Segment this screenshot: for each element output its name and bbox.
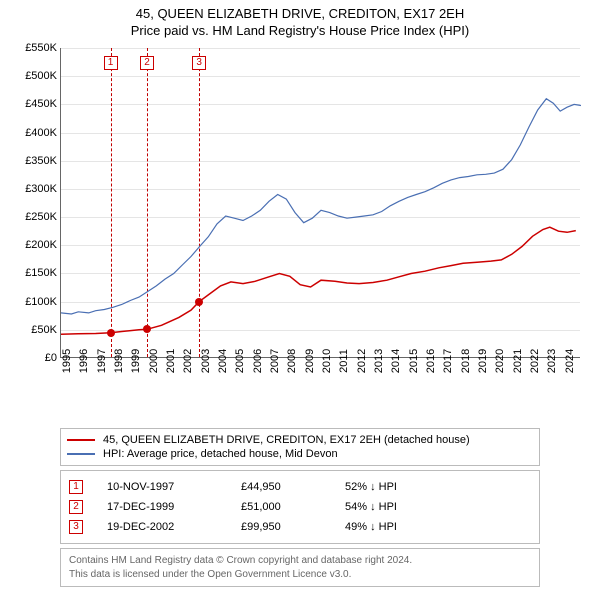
event-row: 3 19-DEC-2002 £99,950 49% ↓ HPI bbox=[69, 517, 531, 537]
legend-label: 45, QUEEN ELIZABETH DRIVE, CREDITON, EX1… bbox=[103, 434, 470, 446]
legend-swatch bbox=[67, 439, 95, 441]
page-subtitle: Price paid vs. HM Land Registry's House … bbox=[0, 23, 600, 38]
event-price: £51,000 bbox=[241, 501, 321, 513]
title-block: 45, QUEEN ELIZABETH DRIVE, CREDITON, EX1… bbox=[0, 0, 600, 40]
y-tick-label: £450K bbox=[25, 98, 57, 110]
event-marker-box: 3 bbox=[69, 520, 83, 534]
event-price: £99,950 bbox=[241, 521, 321, 533]
event-row: 2 17-DEC-1999 £51,000 54% ↓ HPI bbox=[69, 497, 531, 517]
legend-row: 45, QUEEN ELIZABETH DRIVE, CREDITON, EX1… bbox=[67, 433, 533, 447]
y-tick-label: £100K bbox=[25, 296, 57, 308]
series-layer bbox=[61, 48, 581, 358]
attribution: Contains HM Land Registry data © Crown c… bbox=[60, 548, 540, 587]
legend-row: HPI: Average price, detached house, Mid … bbox=[67, 447, 533, 461]
y-tick-label: £50K bbox=[31, 324, 57, 336]
y-tick-label: £150K bbox=[25, 267, 57, 279]
y-tick-label: £350K bbox=[25, 155, 57, 167]
y-tick-label: £500K bbox=[25, 70, 57, 82]
y-tick-label: £250K bbox=[25, 211, 57, 223]
y-tick-label: £200K bbox=[25, 239, 57, 251]
y-tick-label: £400K bbox=[25, 127, 57, 139]
legend-label: HPI: Average price, detached house, Mid … bbox=[103, 448, 338, 460]
legend-swatch bbox=[67, 453, 95, 455]
event-delta: 49% ↓ HPI bbox=[345, 521, 397, 533]
plot-area: £0£50K£100K£150K£200K£250K£300K£350K£400… bbox=[60, 48, 580, 358]
page-title: 45, QUEEN ELIZABETH DRIVE, CREDITON, EX1… bbox=[0, 6, 600, 21]
series-price_paid bbox=[61, 227, 576, 334]
y-tick-label: £0 bbox=[45, 352, 57, 364]
events-table: 1 10-NOV-1997 £44,950 52% ↓ HPI 2 17-DEC-1999… bbox=[60, 470, 540, 544]
chart: £0 £50K £100K £150K £200K £250K £300K £350K £400… bbox=[0, 40, 600, 420]
legend: 45, QUEEN ELIZABETH DRIVE, CREDITON, EX1… bbox=[60, 428, 540, 466]
event-price: £44,950 bbox=[241, 481, 321, 493]
y-tick-label: £300K bbox=[25, 183, 57, 195]
series-hpi bbox=[61, 99, 581, 314]
event-row: 1 10-NOV-1997 £44,950 52% ↓ HPI bbox=[69, 477, 531, 497]
event-date: 10-NOV-1997 bbox=[107, 481, 217, 493]
event-delta: 52% ↓ HPI bbox=[345, 481, 397, 493]
attribution-line: Contains HM Land Registry data © Crown c… bbox=[69, 554, 531, 568]
y-tick-label: £550K bbox=[25, 42, 57, 54]
event-marker-box: 2 bbox=[69, 500, 83, 514]
event-marker-box: 1 bbox=[69, 480, 83, 494]
event-date: 17-DEC-1999 bbox=[107, 501, 217, 513]
event-delta: 54% ↓ HPI bbox=[345, 501, 397, 513]
event-date: 19-DEC-2002 bbox=[107, 521, 217, 533]
attribution-line: This data is licensed under the Open Gov… bbox=[69, 568, 531, 582]
